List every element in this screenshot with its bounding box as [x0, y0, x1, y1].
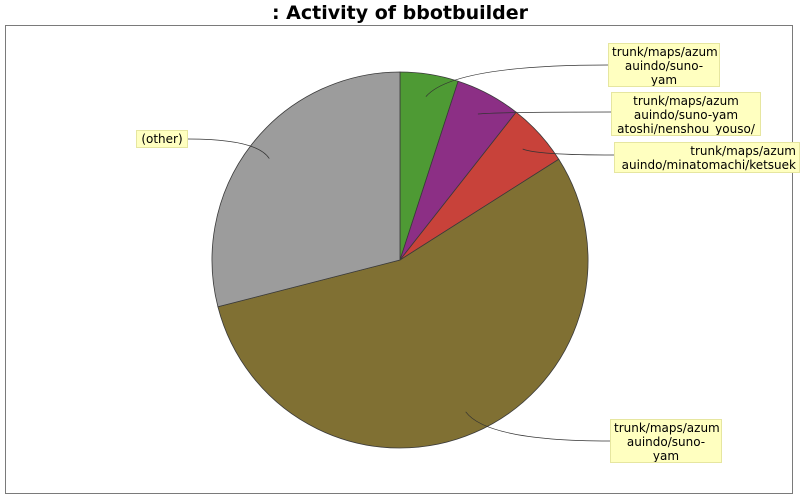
slice-label-nenshou-youso: trunk/maps/azum auindo/suno-yam atoshi/n… — [611, 92, 761, 136]
leader-line-other — [187, 138, 270, 159]
slice-label-buildings: trunk/maps/azum auindo/suno-yam atoshi/b… — [610, 419, 722, 463]
leader-line-ketsuek — [522, 148, 615, 156]
slice-label-other: (other) — [136, 130, 188, 148]
chart-title: : Activity of bbotbuilder — [271, 2, 529, 24]
leader-line-buildings — [465, 411, 611, 442]
leader-line-nenshou-youso — [477, 111, 612, 115]
slice-other — [211, 71, 401, 308]
slice-label-ketsuek: trunk/maps/azum auindo/minatomachi/ketsu… — [614, 142, 800, 173]
label-leader-lines — [187, 64, 615, 442]
slice-buildings — [217, 158, 589, 449]
slice-label-shops: trunk/maps/azum auindo/suno-yam atoshi/s… — [608, 43, 720, 87]
pie-slices — [211, 71, 589, 449]
leader-line-shops — [425, 64, 609, 97]
